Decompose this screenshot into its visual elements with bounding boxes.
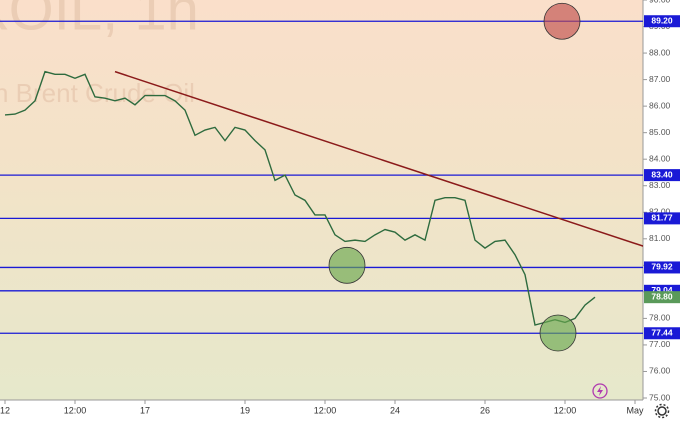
y-tick-label: 86.00 [649, 100, 671, 110]
last-price-box [644, 291, 680, 304]
y-tick-label: 81.00 [649, 233, 671, 243]
level-label-box [644, 212, 680, 225]
last-price-label: 78.80 [651, 291, 673, 301]
watermark-name: n Brent Crude Oil [0, 78, 195, 108]
y-tick-label: 87.00 [649, 74, 671, 84]
level-label: 83.40 [651, 169, 673, 179]
level-label: 79.04 [651, 285, 673, 295]
trendline [114, 70, 643, 247]
level-label: 79.92 [651, 262, 673, 272]
y-tick-label: 90.00 [649, 0, 671, 4]
level-label: 77.44 [651, 328, 673, 338]
y-tick-label: 77.00 [649, 339, 671, 349]
y-tick-label: 75.00 [649, 392, 671, 402]
axes: 75.0076.0077.0078.0079.0080.0081.0082.00… [0, 0, 680, 415]
settings-icon[interactable] [654, 403, 670, 419]
y-tick-label: 78.00 [649, 313, 671, 323]
marker-circle [328, 246, 366, 284]
level-label-box [644, 15, 680, 28]
y-tick-label: 82.00 [649, 207, 671, 217]
y-tick-label: 88.00 [649, 47, 671, 57]
level-label: 81.77 [651, 213, 673, 223]
y-tick-label: 85.00 [649, 127, 671, 137]
level-label-box [644, 327, 680, 340]
level-label: 89.20 [651, 15, 673, 25]
x-tick-label: 12:00 [554, 405, 577, 415]
x-tick-label: 26 [480, 405, 490, 415]
y-axis-area [643, 0, 680, 424]
x-tick-label: 17 [140, 405, 150, 415]
x-tick-label: 19 [240, 405, 250, 415]
y-tick-label: 83.00 [649, 180, 671, 190]
x-tick-label: 12:00 [314, 405, 337, 415]
price-line [4, 70, 596, 326]
x-tick-label: 24 [390, 405, 400, 415]
lightning-icon [592, 383, 608, 399]
y-tick-label: 76.00 [649, 366, 671, 376]
x-tick-label: May [626, 405, 644, 415]
x-tick-label: 12 [0, 405, 10, 415]
marker-circle [543, 2, 581, 40]
x-tick-label: 12:00 [64, 405, 87, 415]
y-tick-label: 84.00 [649, 153, 671, 163]
marker-circle [539, 314, 577, 352]
level-label-box [644, 261, 680, 274]
plot [0, 2, 643, 352]
level-label-box [644, 169, 680, 182]
x-axis-area [0, 400, 643, 424]
